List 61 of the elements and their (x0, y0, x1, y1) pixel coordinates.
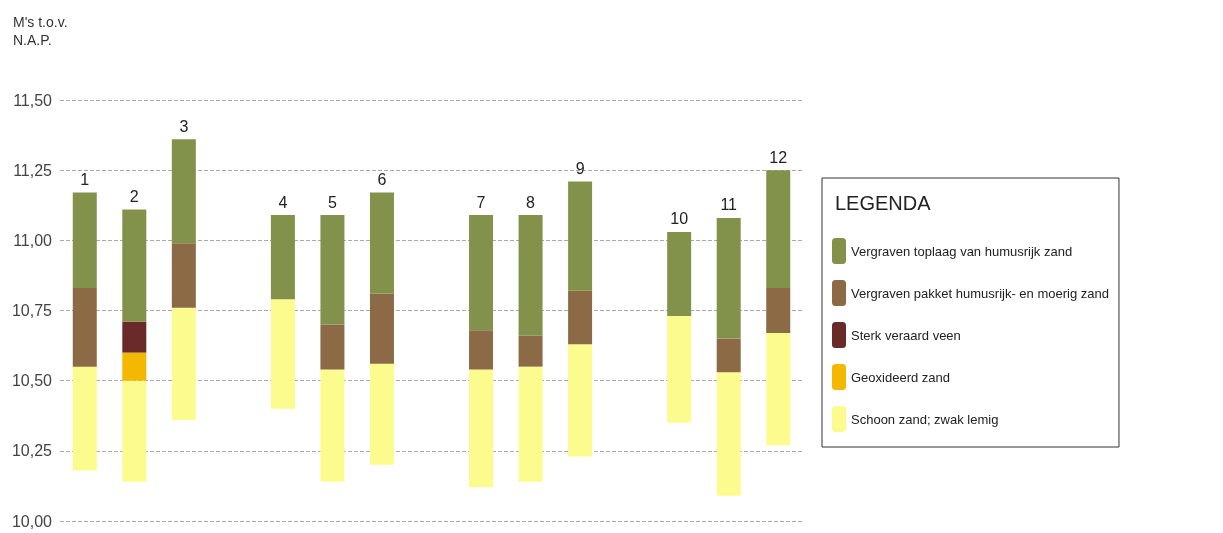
legend-label: Vergraven pakket humusrijk- en moerig zand (851, 285, 1109, 301)
x-tick-label: 9 (575, 159, 585, 177)
bar (469, 330, 494, 370)
x-tick-label: 4 (278, 193, 288, 211)
bar (568, 290, 593, 345)
x-tick-label: 7 (476, 193, 486, 211)
bar (369, 192, 394, 294)
x-tick-label: 1 (80, 171, 90, 189)
y-tick-label: 11,50 (13, 91, 53, 109)
bar (369, 293, 394, 364)
bar (568, 181, 593, 291)
bar (270, 299, 295, 409)
bar (469, 215, 494, 331)
bar (122, 321, 147, 353)
x-tick-label: 2 (129, 187, 139, 205)
legend-label: Geoxideerd zand (851, 369, 951, 385)
x-tick-label: 12 (769, 148, 788, 166)
bar (518, 215, 543, 336)
bar (72, 366, 97, 471)
legend-label: Vergraven toplaag van humusrijk zand (851, 243, 1073, 259)
bar (469, 369, 494, 488)
bar (171, 307, 196, 420)
x-tick-label: 6 (377, 171, 387, 189)
x-tick-label: 5 (327, 193, 337, 211)
bar (171, 139, 196, 244)
y-tick-label: 10,25 (11, 442, 53, 460)
bar (766, 288, 791, 333)
bar (518, 335, 543, 367)
bar (122, 380, 147, 482)
bar (667, 316, 692, 423)
y-axis-title: M's t.o.v. N.A.P. (13, 14, 72, 48)
y-tick-label: 10,75 (11, 302, 53, 319)
legend-label: Sterk veraard veen (851, 327, 961, 343)
legend-title: LEGENDA (835, 192, 932, 214)
y-tick-label: 10,00 (11, 512, 53, 530)
y-tick-label: 11,00 (13, 231, 53, 249)
legend-label: Schoon zand; zwak lemig (851, 411, 999, 427)
bar (72, 192, 97, 289)
bar (320, 324, 345, 370)
bar (122, 352, 147, 381)
bar (716, 372, 741, 496)
bar (320, 215, 345, 325)
bar (766, 332, 791, 446)
bar (171, 243, 196, 308)
bar (716, 217, 741, 339)
bar (72, 288, 97, 367)
bar (766, 170, 791, 289)
x-tick-label: 3 (179, 117, 189, 135)
y-tick-label: 11,25 (13, 161, 53, 179)
x-tick-label: 11 (720, 196, 738, 214)
bar (122, 209, 147, 322)
bar (667, 231, 692, 317)
bar (716, 338, 741, 373)
bar (270, 215, 295, 300)
y-tick-label: 10,50 (11, 372, 53, 390)
bar (369, 363, 394, 465)
bar (568, 344, 593, 457)
bar (320, 369, 345, 482)
x-tick-label: 8 (526, 193, 536, 211)
bar (518, 366, 543, 482)
x-tick-label: 10 (670, 210, 689, 228)
